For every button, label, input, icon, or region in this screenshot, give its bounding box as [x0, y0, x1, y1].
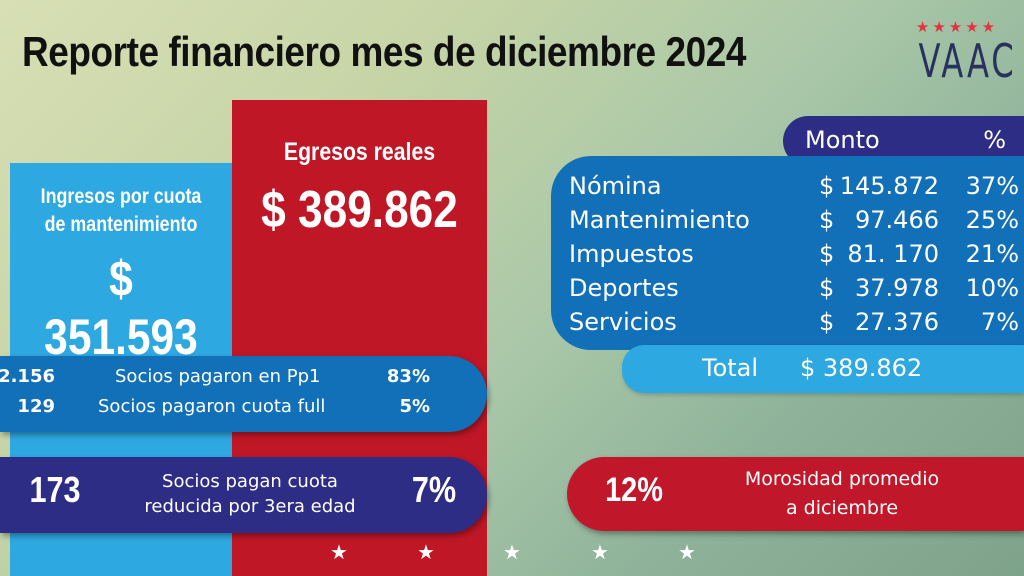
row-currency: $ — [819, 308, 835, 336]
row-currency: $ — [819, 172, 835, 200]
table-row: Impuestos $81. 170 21% — [569, 240, 1019, 274]
socios-percent: 83% — [386, 366, 430, 387]
total-pill: Total $ 389.862 — [622, 345, 1024, 393]
ingresos-label-line1: Ingresos por cuota — [40, 185, 202, 208]
socios-pagos-pill: 2.156 Socios pagaron en Pp1 83% 129 Soci… — [0, 356, 487, 432]
star-icon: ★ — [330, 540, 348, 564]
logo-stars-icon: ★★★★★ — [915, 18, 999, 36]
tercera-edad-count: 173 — [29, 469, 81, 510]
socios-percent: 5% — [399, 396, 430, 417]
tercera-edad-label-line1: Socios pagan cuota — [162, 471, 338, 492]
table-row: Mantenimiento $97.466 25% — [569, 206, 1019, 240]
logo-text: VAAC — [918, 34, 1017, 88]
morosidad-label: Morosidad promedio a diciembre — [697, 465, 987, 523]
row-amount: 81. 170 — [847, 240, 939, 268]
table-row: Servicios $27.376 7% — [569, 308, 1019, 342]
star-icon: ★ — [678, 540, 696, 564]
row-label: Deportes — [569, 274, 679, 302]
row-currency: $ — [819, 206, 835, 234]
row-percent: 21% — [965, 240, 1019, 268]
row-currency: $ — [819, 240, 835, 268]
socios-count: 2.156 — [0, 366, 55, 387]
total-label: Total — [702, 354, 759, 382]
vaac-logo: ★★★★★ VAAC — [902, 18, 1017, 88]
header-amount: Monto — [805, 126, 880, 154]
row-amount: 145.872 — [839, 172, 939, 200]
star-icon: ★ — [417, 540, 435, 564]
socios-label: Socios pagaron cuota full — [98, 396, 326, 417]
row-label: Mantenimiento — [569, 206, 750, 234]
egresos-label: Egresos reales — [283, 138, 436, 166]
row-label: Servicios — [569, 308, 677, 336]
row-percent: 37% — [965, 172, 1019, 200]
table-row: Deportes $37.978 10% — [569, 274, 1019, 308]
page-title: Reporte financiero mes de diciembre 2024 — [22, 28, 746, 75]
morosidad-pill: 12% Morosidad promedio a diciembre — [567, 457, 1024, 531]
row-percent: 10% — [965, 274, 1019, 302]
star-icon: ★ — [503, 540, 521, 564]
egresos-value: $ 389.862 — [261, 181, 458, 239]
row-amount: 37.978 — [855, 274, 939, 302]
row-amount: 27.376 — [855, 308, 939, 336]
socios-count: 129 — [17, 396, 55, 417]
ingresos-label-line2: de mantenimiento — [44, 213, 198, 236]
table-row: Nómina $145.872 37% — [569, 172, 1019, 206]
socios-row: 129 Socios pagaron cuota full 5% — [0, 396, 460, 424]
morosidad-label-line2: a diciembre — [785, 497, 899, 519]
row-label: Impuestos — [569, 240, 694, 268]
tercera-edad-pill: 173 Socios pagan cuota reducida por 3era… — [0, 457, 487, 533]
star-icon: ★ — [591, 540, 609, 564]
tercera-edad-label: Socios pagan cuota reducida por 3era eda… — [120, 469, 380, 519]
row-amount: 97.466 — [855, 206, 939, 234]
row-currency: $ — [819, 274, 835, 302]
morosidad-percent: 12% — [605, 471, 663, 509]
socios-label: Socios pagaron en Pp1 — [115, 366, 321, 387]
row-percent: 25% — [965, 206, 1019, 234]
row-label: Nómina — [569, 172, 662, 200]
header-percent: % — [983, 126, 1006, 154]
ingresos-value: $ 351.593 — [44, 251, 198, 365]
total-value: $ 389.862 — [800, 354, 923, 382]
socios-row: 2.156 Socios pagaron en Pp1 83% — [0, 366, 460, 394]
morosidad-label-line1: Morosidad promedio — [744, 468, 940, 490]
tercera-edad-label-line2: reducida por 3era edad — [144, 496, 356, 517]
tercera-edad-percent: 7% — [411, 469, 457, 510]
ingresos-label: Ingresos por cuota de mantenimiento — [27, 183, 216, 239]
row-percent: 7% — [980, 308, 1019, 336]
expenses-table: Nómina $145.872 37% Mantenimiento $97.466 25… — [551, 156, 1024, 350]
